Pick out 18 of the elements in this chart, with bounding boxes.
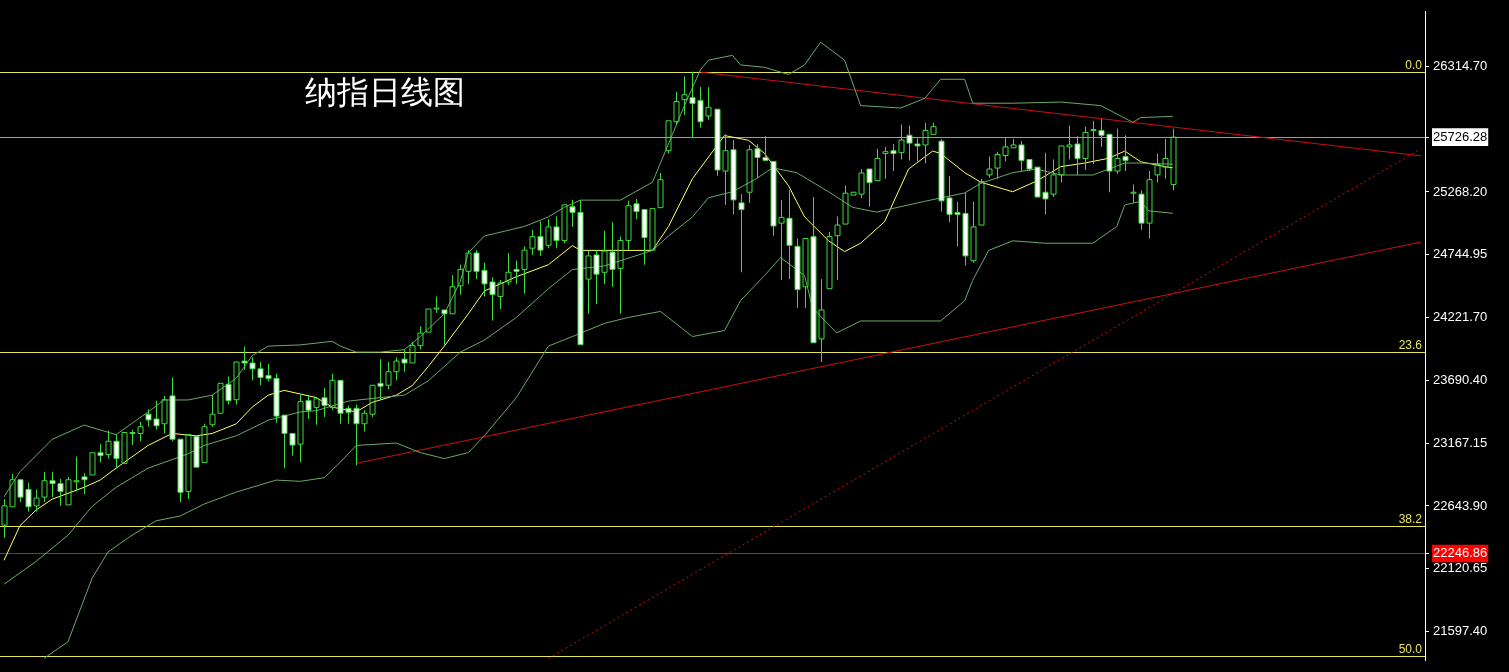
text: 纳指日线图 (305, 73, 465, 112)
y-tick-label: 22120.65 (1433, 560, 1488, 576)
annotation: 38.2 (1398, 511, 1423, 526)
y-tick-label: 26314.70 (1433, 58, 1488, 74)
y-tick-label: 21597.40 (1433, 622, 1488, 638)
y-tick-label: 23167.15 (1433, 434, 1488, 450)
y-tick-label: 25268.20 (1433, 183, 1488, 199)
candlestick (209, 394, 216, 428)
y-tick-label: 22246.86 (1433, 545, 1488, 561)
y-tick-label: 22643.90 (1433, 497, 1488, 513)
y-tick-label: 25726.28 (1433, 128, 1488, 144)
candlestick (1130, 183, 1137, 204)
y-tick-label: 23690.40 (1433, 372, 1488, 388)
annotation: 0.0 (1405, 57, 1423, 72)
y-tick-label: 24744.95 (1433, 246, 1488, 262)
annotation: 23.6 (1398, 337, 1423, 352)
y-tick-label: 24221.70 (1433, 308, 1488, 324)
annotation: 50.0 (1398, 641, 1423, 656)
